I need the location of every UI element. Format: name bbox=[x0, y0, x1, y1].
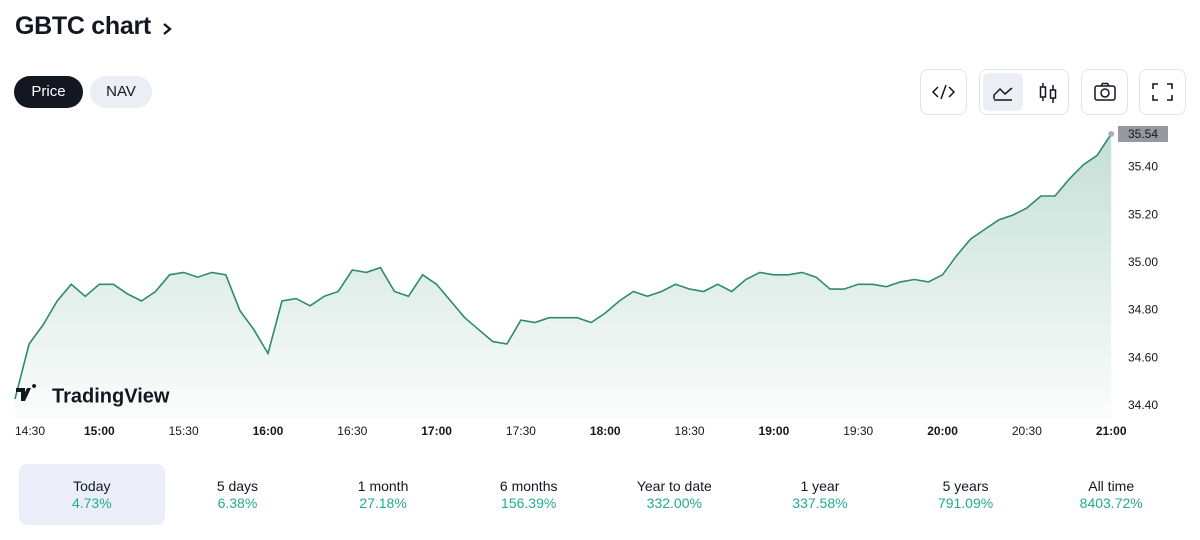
x-tick-label: 15:30 bbox=[169, 424, 199, 438]
snapshot-button[interactable] bbox=[1081, 69, 1128, 115]
last-point bbox=[1108, 130, 1115, 137]
embed-button[interactable] bbox=[920, 69, 967, 115]
period-label: 5 years bbox=[942, 478, 989, 494]
period-change: 6.38% bbox=[217, 495, 258, 511]
period-label: Year to date bbox=[636, 478, 712, 494]
camera-icon bbox=[1094, 82, 1116, 101]
period-change: 332.00% bbox=[646, 495, 702, 511]
tab-nav[interactable]: NAV bbox=[90, 76, 152, 108]
period-button[interactable]: All time 8403.72% bbox=[1038, 464, 1184, 525]
area-fill bbox=[15, 134, 1112, 418]
period-button[interactable]: Today 4.73% bbox=[19, 464, 165, 525]
fullscreen-button[interactable] bbox=[1139, 69, 1186, 115]
period-label: 1 year bbox=[800, 478, 840, 494]
watermark: TradingView bbox=[52, 385, 170, 407]
x-tick-label: 20:00 bbox=[927, 424, 958, 438]
period-label: 6 months bbox=[499, 478, 558, 494]
x-tick-label: 14:30 bbox=[15, 424, 45, 438]
period-button[interactable]: Year to date 332.00% bbox=[602, 464, 748, 525]
x-tick-label: 17:00 bbox=[421, 424, 452, 438]
area-icon bbox=[993, 87, 1013, 101]
period-change: 791.09% bbox=[937, 495, 994, 511]
period-change: 337.58% bbox=[792, 495, 848, 511]
period-change: 27.18% bbox=[359, 495, 407, 511]
x-tick-label: 16:00 bbox=[253, 424, 284, 438]
page-title[interactable]: GBTC chart bbox=[15, 12, 151, 40]
period-button[interactable]: 5 days 6.38% bbox=[165, 464, 311, 525]
period-label: 5 days bbox=[216, 478, 259, 494]
y-tick-label: 34.40 bbox=[1128, 398, 1158, 412]
y-tick-label: 35.20 bbox=[1128, 207, 1158, 221]
area-type-button[interactable] bbox=[983, 73, 1023, 111]
price-line bbox=[14, 133, 1112, 400]
x-tick-label: 18:00 bbox=[590, 424, 621, 438]
x-tick-label: 19:30 bbox=[843, 424, 873, 438]
y-tick-label: 34.60 bbox=[1128, 350, 1158, 364]
y-tick-label: 35.40 bbox=[1128, 160, 1158, 174]
chevron-icon bbox=[163, 23, 172, 35]
period-label: 1 month bbox=[357, 478, 409, 494]
period-change: 4.73% bbox=[71, 495, 112, 511]
tab-price[interactable]: Price bbox=[14, 76, 83, 108]
period-change: 8403.72% bbox=[1079, 495, 1143, 511]
period-button[interactable]: 1 year 337.58% bbox=[747, 464, 893, 525]
chart-type-group bbox=[979, 69, 1069, 115]
x-tick-label: 15:00 bbox=[84, 424, 115, 438]
candle-icon[interactable] bbox=[1030, 73, 1066, 111]
tradingview-logo: TradingView bbox=[16, 384, 170, 407]
period-button[interactable]: 1 month 27.18% bbox=[310, 464, 456, 525]
period-change: 156.39% bbox=[501, 495, 557, 511]
y-tick-label: 34.80 bbox=[1128, 303, 1158, 317]
fullscreen-icon bbox=[1152, 83, 1173, 101]
x-tick-label: 19:00 bbox=[759, 424, 790, 438]
last-price-box bbox=[1118, 125, 1168, 142]
period-label: All time bbox=[1088, 478, 1135, 494]
period-bar: Today 4.73% 5 days 6.38% 1 month 27.18% 6 mont… bbox=[19, 464, 1184, 525]
period-button[interactable]: 5 years 791.09% bbox=[893, 464, 1039, 525]
y-tick-label: 35.00 bbox=[1128, 255, 1158, 269]
period-button[interactable]: 6 months 156.39% bbox=[456, 464, 602, 525]
x-tick-label: 18:30 bbox=[675, 424, 705, 438]
period-label: Today bbox=[73, 478, 111, 494]
x-tick-label: 21:00 bbox=[1096, 424, 1127, 438]
embed-icon bbox=[931, 84, 956, 100]
x-tick-label: 20:30 bbox=[1012, 424, 1042, 438]
x-tick-label: 16:30 bbox=[337, 424, 367, 438]
chart: 34.40 34.60 34.80 35.00 35.20 35.40 14:30 15:00… bbox=[14, 125, 1168, 438]
last-price-label: 35.54 bbox=[1128, 127, 1158, 141]
x-tick-label: 17:30 bbox=[506, 424, 536, 438]
